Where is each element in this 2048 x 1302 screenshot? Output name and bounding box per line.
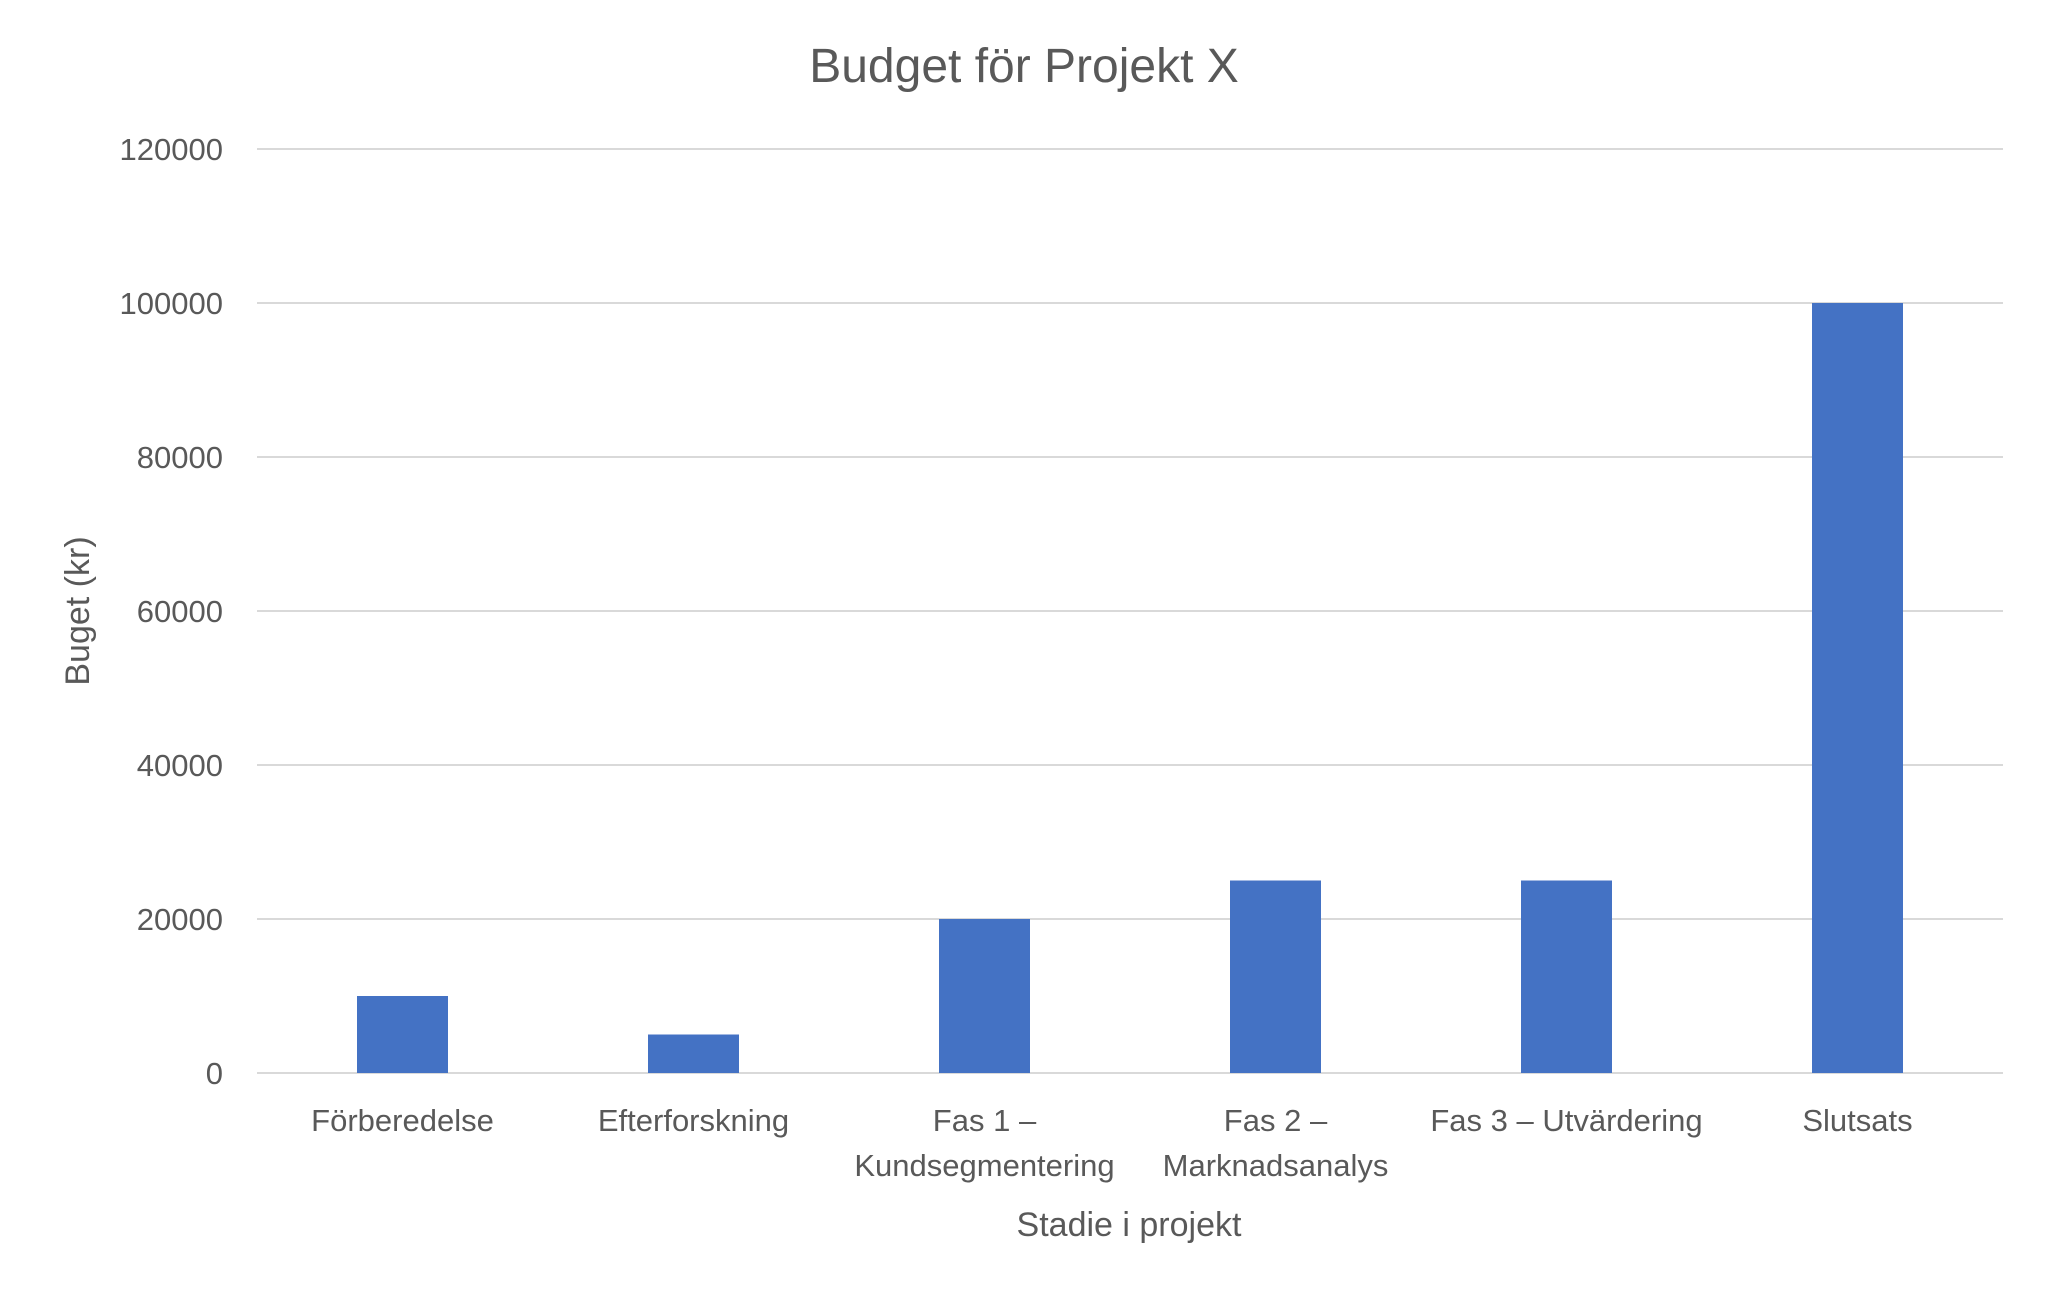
x-category-label: Fas 3 – Utvärdering [1430,1103,1702,1138]
x-category-label: Kundsegmentering [854,1148,1114,1183]
x-axis-title: Stadie i projekt [1017,1206,1242,1244]
y-tick-label: 40000 [137,748,223,783]
bar [939,919,1030,1073]
y-tick-label: 120000 [120,132,223,167]
y-tick-label: 100000 [120,286,223,321]
y-tick-label: 60000 [137,594,223,629]
x-category-label: Fas 2 – [1224,1103,1328,1138]
y-axis-tick-labels: 0 20000 40000 60000 80000 100000 120000 [120,132,223,1091]
gridlines [257,148,2003,1074]
x-category-label: Marknadsanalys [1163,1148,1389,1183]
x-category-label: Fas 1 – [933,1103,1037,1138]
y-tick-label: 80000 [137,440,223,475]
x-category-label: Förberedelse [311,1103,494,1138]
y-tick-label: 0 [206,1056,223,1091]
chart-title: Budget för Projekt X [809,40,1239,93]
bar [357,996,448,1073]
y-tick-label: 20000 [137,902,223,937]
x-axis-category-labels: Förberedelse Efterforskning Fas 1 – Kundseg… [311,1103,1912,1183]
bars [357,303,1903,1073]
x-category-label: Slutsats [1802,1103,1912,1138]
x-category-label: Efterforskning [598,1103,789,1138]
bar [1812,303,1903,1073]
bar [648,1034,739,1073]
bar [1230,880,1321,1073]
y-axis-title: Buget (kr) [59,536,97,685]
bar [1521,880,1612,1073]
